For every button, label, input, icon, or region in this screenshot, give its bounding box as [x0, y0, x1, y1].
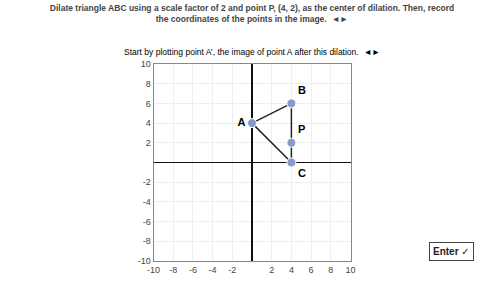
- svg-text:A: A: [237, 116, 245, 128]
- svg-text:6: 6: [309, 265, 314, 275]
- svg-text:10: 10: [345, 265, 355, 275]
- svg-text:4: 4: [146, 118, 151, 128]
- svg-text:Start by plotting point A’, th: Start by plotting point A’, the image of…: [124, 47, 380, 57]
- svg-text:B: B: [298, 84, 306, 96]
- svg-text:2: 2: [146, 138, 151, 148]
- svg-text:-4: -4: [143, 197, 151, 207]
- svg-text:Dilate triangle ABC using a sc: Dilate triangle ABC using a scale factor…: [50, 3, 454, 24]
- svg-text:-10: -10: [138, 256, 151, 266]
- svg-text:-8: -8: [169, 265, 177, 275]
- svg-text:-2: -2: [143, 177, 151, 187]
- svg-text:-6: -6: [143, 217, 151, 227]
- svg-text:P: P: [298, 123, 305, 135]
- svg-text:2: 2: [269, 265, 274, 275]
- svg-text:8: 8: [146, 79, 151, 89]
- svg-text:6: 6: [146, 99, 151, 109]
- svg-text:10: 10: [141, 59, 151, 69]
- svg-text:-4: -4: [209, 265, 217, 275]
- svg-text:-6: -6: [189, 265, 197, 275]
- svg-text:-8: -8: [143, 236, 151, 246]
- svg-text:-10: -10: [147, 265, 160, 275]
- svg-text:Enter ✓: Enter ✓: [433, 246, 470, 257]
- svg-text:8: 8: [328, 265, 333, 275]
- svg-text:-2: -2: [228, 265, 236, 275]
- svg-text:4: 4: [289, 265, 294, 275]
- svg-text:C: C: [298, 167, 306, 179]
